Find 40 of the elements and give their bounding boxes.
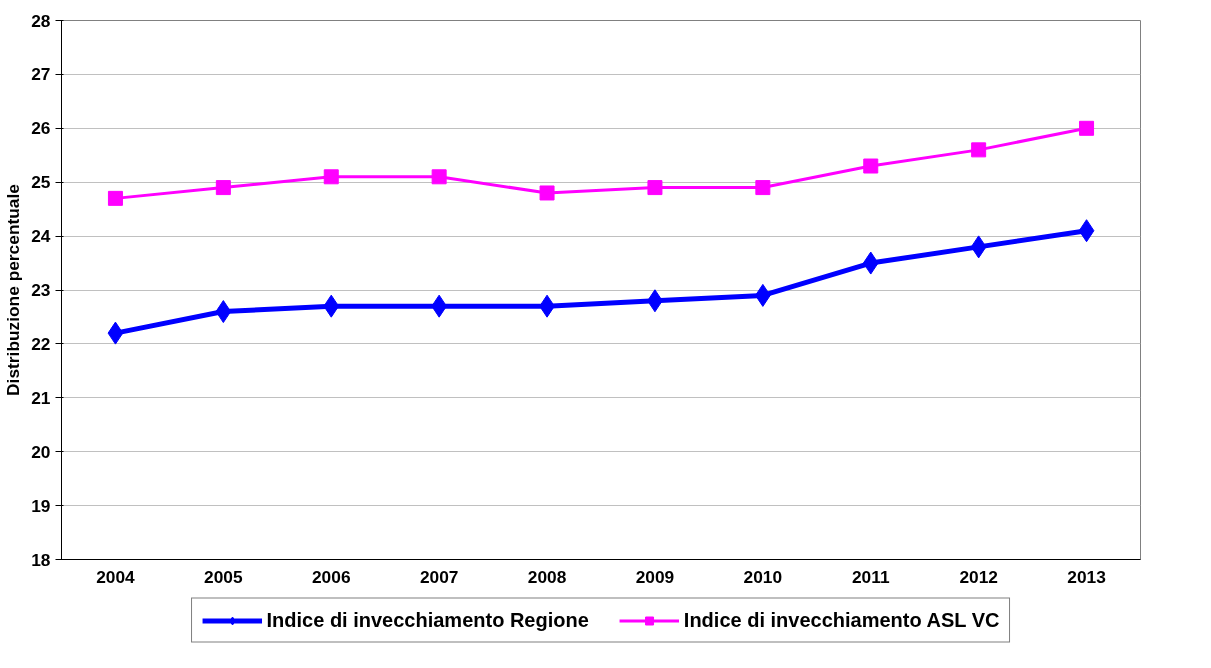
point: [539, 185, 555, 201]
point: [107, 321, 124, 345]
legend-label: Indice di invecchiamento ASL VC: [683, 608, 1000, 632]
point: [107, 190, 123, 206]
point: [215, 180, 231, 196]
x-tick-label: 2006: [311, 566, 351, 587]
x-tick-label: 2007: [419, 566, 459, 587]
y-tick-label: 25: [31, 172, 51, 193]
point: [1078, 219, 1095, 243]
x-tick-label: 2011: [851, 566, 890, 587]
y-tick-label: 27: [31, 64, 51, 85]
point: [323, 169, 339, 185]
point: [863, 158, 879, 174]
point: [862, 251, 879, 275]
point: [971, 142, 987, 158]
y-tick-label: 26: [31, 118, 51, 139]
point: [755, 180, 771, 196]
y-axis-title: Distribuzione percentuale: [3, 183, 24, 396]
point: [215, 300, 232, 324]
x-tick-label: 2005: [204, 566, 243, 587]
legend-label: Indice di invecchiamento Regione: [266, 608, 589, 632]
y-tick-label: 19: [31, 495, 51, 516]
y-tick-label: 28: [31, 10, 51, 31]
point: [647, 180, 663, 196]
y-tick-label: 18: [31, 549, 51, 570]
y-tick-label: 22: [31, 333, 51, 354]
point: [323, 294, 340, 318]
y-tick-label: 20: [31, 441, 51, 462]
y-tick-label: 24: [31, 226, 51, 247]
x-tick-label: 2013: [1067, 566, 1107, 587]
y-tick-label: 23: [31, 280, 51, 300]
point: [1079, 120, 1095, 136]
point: [970, 235, 987, 259]
x-tick-label: 2010: [743, 566, 783, 587]
y-tick-label: 21: [31, 387, 51, 408]
x-tick-label: 2004: [96, 566, 136, 587]
x-tick-label: 2009: [635, 566, 675, 587]
x-tick-label: 2008: [527, 566, 567, 587]
point: [431, 169, 447, 185]
x-tick-label: 2012: [959, 566, 998, 587]
